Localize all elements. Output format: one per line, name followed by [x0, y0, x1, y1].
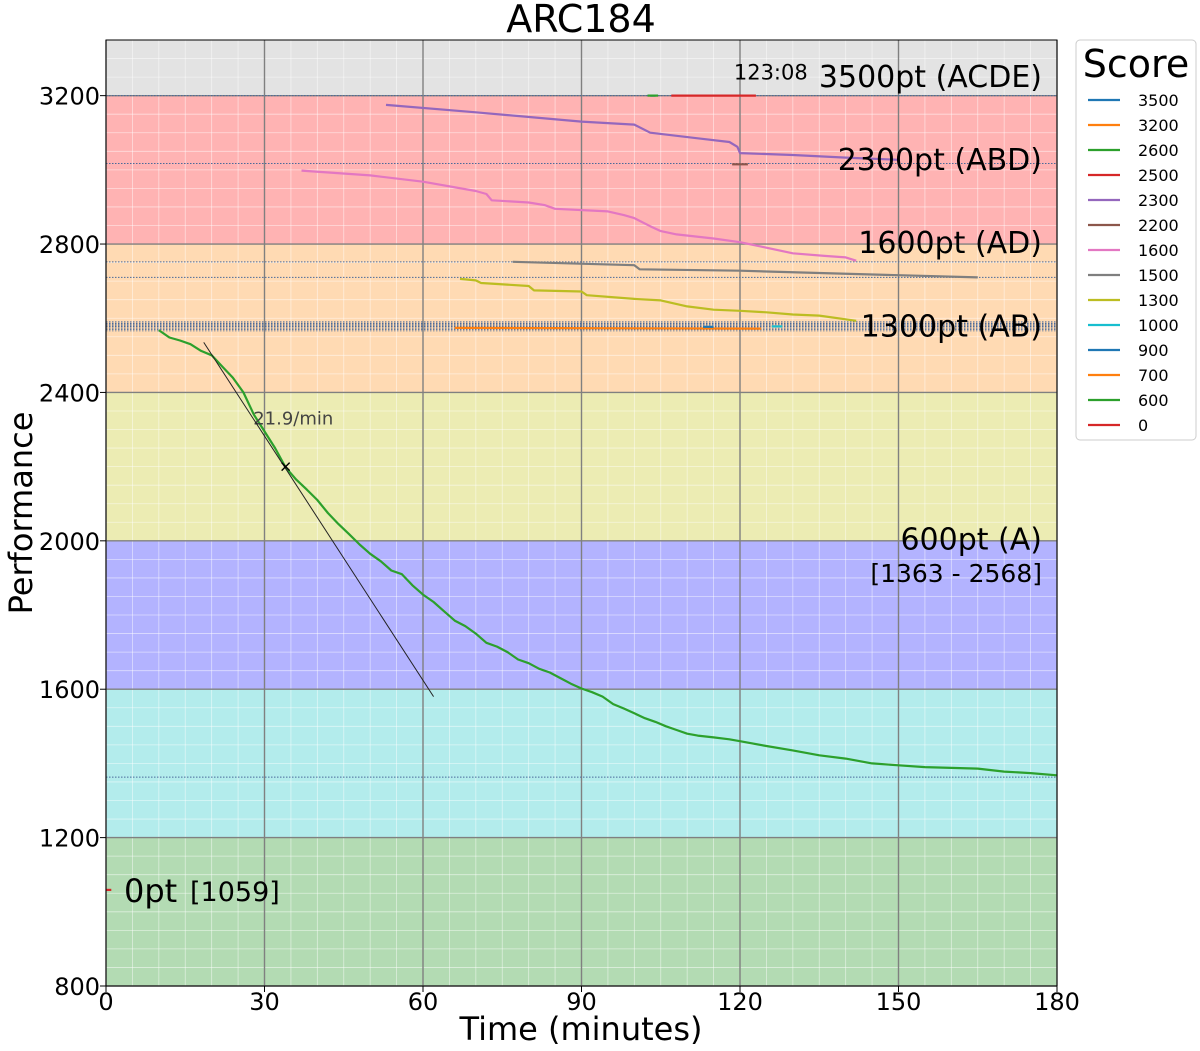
chart-title: ARC184 — [506, 0, 656, 41]
legend-label: 2300 — [1138, 191, 1179, 210]
legend-label: 600 — [1138, 391, 1169, 410]
x-tick-label: 180 — [1034, 988, 1080, 1016]
series-lines — [106, 94, 1058, 892]
series-line-1600 — [301, 169, 857, 262]
x-axis-label: Time (minutes) — [459, 1010, 703, 1048]
series-line-1500 — [512, 260, 978, 279]
annotations: 3500pt (ACDE) 2300pt (ABD) 1600pt (AD) 1300… — [124, 60, 1042, 910]
legend-label: 3200 — [1138, 116, 1179, 135]
score-label: 600pt (A) — [900, 523, 1042, 558]
x-tick-label: 30 — [249, 988, 280, 1016]
legend-entries: 3500 3200 2600 2500 2300 2200 1600 1500 1300 1000… — [1088, 91, 1179, 435]
series-line-2300 — [385, 103, 899, 161]
x-tick-label: 60 — [408, 988, 439, 1016]
y-tick-label: 3200 — [39, 83, 100, 111]
x-tick-label: 150 — [876, 988, 922, 1016]
score-label: 1300pt (AB) — [861, 309, 1042, 344]
score-label: 1600pt (AD) — [858, 226, 1042, 261]
axis-ticks: 0 30 60 90 120 150 180 800 1200 1600 2000 2400 2800 3… — [39, 83, 1080, 1016]
legend-label: 1600 — [1138, 241, 1179, 260]
annotation: 21.9/min — [253, 409, 333, 430]
legend-title: Score — [1083, 42, 1189, 86]
x-tick-label: 120 — [717, 988, 763, 1016]
series-line-700 — [454, 326, 762, 330]
y-tick-label: 1200 — [39, 825, 100, 853]
x-tick-label: 0 — [98, 988, 113, 1016]
legend-label: 3500 — [1138, 91, 1179, 110]
y-tick-label: 1600 — [39, 676, 100, 704]
marker-x — [281, 462, 291, 472]
y-tick-label: 2000 — [39, 528, 100, 556]
legend-box — [1075, 39, 1197, 441]
series-line-1300 — [459, 277, 857, 322]
legend-label: 2500 — [1138, 166, 1179, 185]
score-label: [1363 - 2568] — [870, 559, 1042, 588]
y-tick-label: 2800 — [39, 231, 100, 259]
trend-line — [203, 342, 434, 697]
legend-label: 700 — [1138, 366, 1169, 385]
zero-score-label: 0pt — [124, 872, 177, 910]
y-axis-label: Performance — [2, 412, 40, 615]
series-line-600 — [158, 329, 1058, 777]
grid — [105, 40, 1058, 987]
score-label: 3500pt (ACDE) — [819, 60, 1042, 95]
zero-score-range: [1059] — [190, 877, 280, 908]
legend-label: 2200 — [1138, 216, 1179, 235]
x-tick-label: 90 — [566, 988, 597, 1016]
legend-label: 1500 — [1138, 266, 1179, 285]
legend-label: 1000 — [1138, 316, 1179, 335]
legend-label: 0 — [1138, 416, 1148, 435]
y-tick-label: 2400 — [39, 379, 100, 407]
legend: Score 3500 3200 2600 2500 2300 2200 1600 1500 13… — [1075, 39, 1197, 441]
annotation: 123:08 — [734, 61, 808, 85]
legend-label: 2600 — [1138, 141, 1179, 160]
legend-label: 1300 — [1138, 291, 1179, 310]
score-label: 2300pt (ABD) — [838, 143, 1042, 178]
legend-label: 900 — [1138, 341, 1169, 360]
y-tick-label: 800 — [54, 973, 100, 1001]
